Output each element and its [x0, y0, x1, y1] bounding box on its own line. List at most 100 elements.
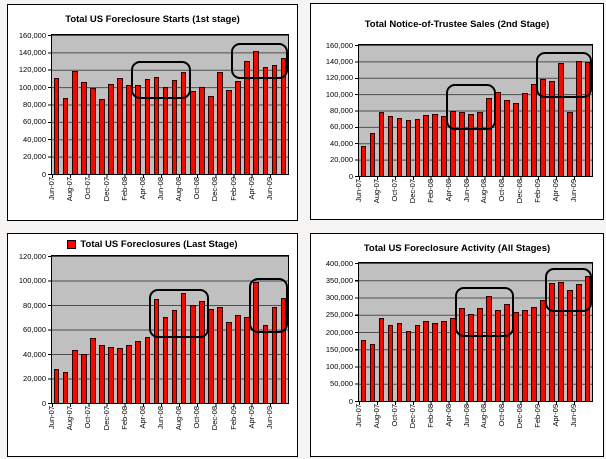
y-axis-label: 150,000 — [325, 344, 353, 354]
x-axis-label: Feb-08 — [119, 406, 129, 430]
bar-Oct-08 — [504, 304, 510, 401]
bar-Feb-09 — [235, 81, 241, 174]
bar-Dec-08 — [522, 309, 528, 401]
bar-Sep-07 — [387, 116, 394, 176]
y-axis-label: 100,000 — [18, 276, 46, 285]
y-axis-label: 100,000 — [325, 89, 353, 99]
y-axis-label: 80,000 — [330, 106, 353, 115]
bar-Jan-08 — [117, 77, 123, 174]
bar-slot-Jun-09 — [574, 263, 583, 401]
x-axis-label: Apr-09 — [551, 404, 561, 427]
bar-slot-Mar-09 — [243, 256, 252, 403]
y-axis-label: 40,000 — [23, 134, 46, 144]
bar-slot-Jul-08 — [476, 45, 485, 176]
bar-Sep-07 — [80, 354, 87, 403]
bar-Apr-09 — [253, 281, 260, 403]
y-axis-label: 120,000 — [18, 251, 46, 261]
bar-slot-May-08 — [458, 263, 467, 401]
bar-Oct-07 — [90, 88, 96, 174]
bar-slot-Jun-07 — [52, 256, 61, 403]
y-axis-label: 100,000 — [325, 362, 353, 371]
bar-slot-Nov-08 — [206, 35, 215, 174]
y-axis-label: 400,000 — [325, 258, 353, 268]
chart-panel-foreclosures-last-stage: Total US Foreclosures (Last Stage) 120,0… — [7, 233, 298, 457]
bar-slot-Nov-08 — [206, 256, 215, 403]
x-axis-label: Aug-07 — [371, 179, 381, 204]
bar-slot-Apr-08 — [449, 45, 458, 176]
y-axis-ticks — [355, 45, 358, 177]
bar-Feb-09 — [235, 314, 241, 403]
bar-slot-Jul-07 — [368, 263, 377, 401]
bar-Nov-07 — [99, 345, 105, 403]
x-axis-label: Aug-07 — [371, 404, 381, 429]
y-axis-label: 40,000 — [330, 138, 353, 148]
bar-Nov-08 — [208, 308, 214, 403]
x-axis-label: Dec-07 — [101, 177, 111, 202]
y-axis-label: 60,000 — [23, 117, 46, 127]
bar-May-09 — [262, 67, 269, 174]
y-axis-label: 0 — [348, 396, 353, 406]
chart-title: Total US Foreclosures (Last Stage) — [80, 239, 238, 250]
bar-May-08 — [153, 298, 160, 403]
plot-area — [51, 255, 289, 404]
x-axis-label: Apr-09 — [246, 177, 256, 200]
bar-Nov-07 — [405, 119, 412, 176]
bar-Jul-07 — [62, 98, 69, 174]
y-axis-label: 80,000 — [23, 300, 46, 310]
x-axis-ticks — [359, 177, 592, 180]
bar-slot-Sep-08 — [188, 35, 197, 174]
y-axis-label: 60,000 — [330, 122, 353, 132]
bar-slot-Oct-07 — [88, 35, 97, 174]
bar-slot-May-09 — [261, 35, 270, 174]
bar-Mar-08 — [441, 320, 447, 401]
bar-slot-Sep-08 — [494, 45, 503, 176]
bar-Jul-09 — [280, 57, 287, 174]
bar-slot-Feb-08 — [125, 35, 134, 174]
bar-Mar-09 — [549, 283, 555, 401]
bar-series — [52, 35, 288, 174]
bar-slot-Aug-07 — [70, 256, 79, 403]
bar-slot-Feb-08 — [125, 256, 134, 403]
bar-slot-Sep-07 — [79, 35, 88, 174]
plot-area — [51, 34, 289, 175]
bar-Dec-07 — [414, 325, 421, 401]
bar-slot-Nov-08 — [511, 45, 520, 176]
bar-Jul-07 — [369, 344, 376, 401]
bar-Jan-08 — [117, 347, 123, 403]
bar-Jul-08 — [477, 307, 483, 401]
bar-slot-Aug-07 — [377, 45, 386, 176]
x-axis-label: Jun-07 — [353, 404, 363, 427]
bar-slot-Sep-08 — [494, 263, 503, 401]
bar-Aug-07 — [378, 112, 385, 176]
x-axis-label: Apr-08 — [443, 179, 453, 202]
bar-Nov-07 — [99, 99, 105, 174]
bar-slot-Jan-08 — [422, 45, 431, 176]
x-axis-label: Aug-08 — [174, 177, 184, 202]
x-axis-label: Jun-09 — [264, 177, 274, 200]
bar-Dec-07 — [108, 83, 114, 174]
bar-slot-Dec-07 — [106, 35, 115, 174]
bar-Jul-09 — [280, 297, 287, 403]
bar-slot-Oct-07 — [395, 45, 404, 176]
bar-slot-Jun-09 — [270, 35, 279, 174]
y-axis-label: 60,000 — [23, 325, 46, 334]
x-axis-label: Dec-08 — [210, 406, 220, 431]
x-axis-label: Apr-08 — [443, 404, 453, 427]
bar-May-08 — [459, 112, 465, 176]
bar-slot-May-08 — [152, 256, 161, 403]
bar-Jun-08 — [162, 87, 169, 174]
bar-slot-Feb-09 — [538, 45, 547, 176]
bar-slot-Dec-08 — [215, 256, 224, 403]
bar-slot-Jan-09 — [529, 263, 538, 401]
chart-title: Total Notice-of-Trustee Sales (2nd Stage… — [364, 19, 550, 30]
bar-Dec-07 — [414, 118, 421, 176]
bar-slot-Apr-08 — [143, 256, 152, 403]
bar-slot-Aug-08 — [485, 263, 494, 401]
bar-Feb-09 — [540, 300, 546, 401]
y-axis-ticks — [355, 263, 358, 402]
bar-Feb-09 — [540, 79, 546, 176]
bar-slot-Dec-07 — [413, 45, 422, 176]
bar-Jul-08 — [171, 80, 178, 174]
x-axis-label: Jun-07 — [353, 179, 363, 202]
x-axis-label: Oct-07 — [83, 406, 93, 429]
